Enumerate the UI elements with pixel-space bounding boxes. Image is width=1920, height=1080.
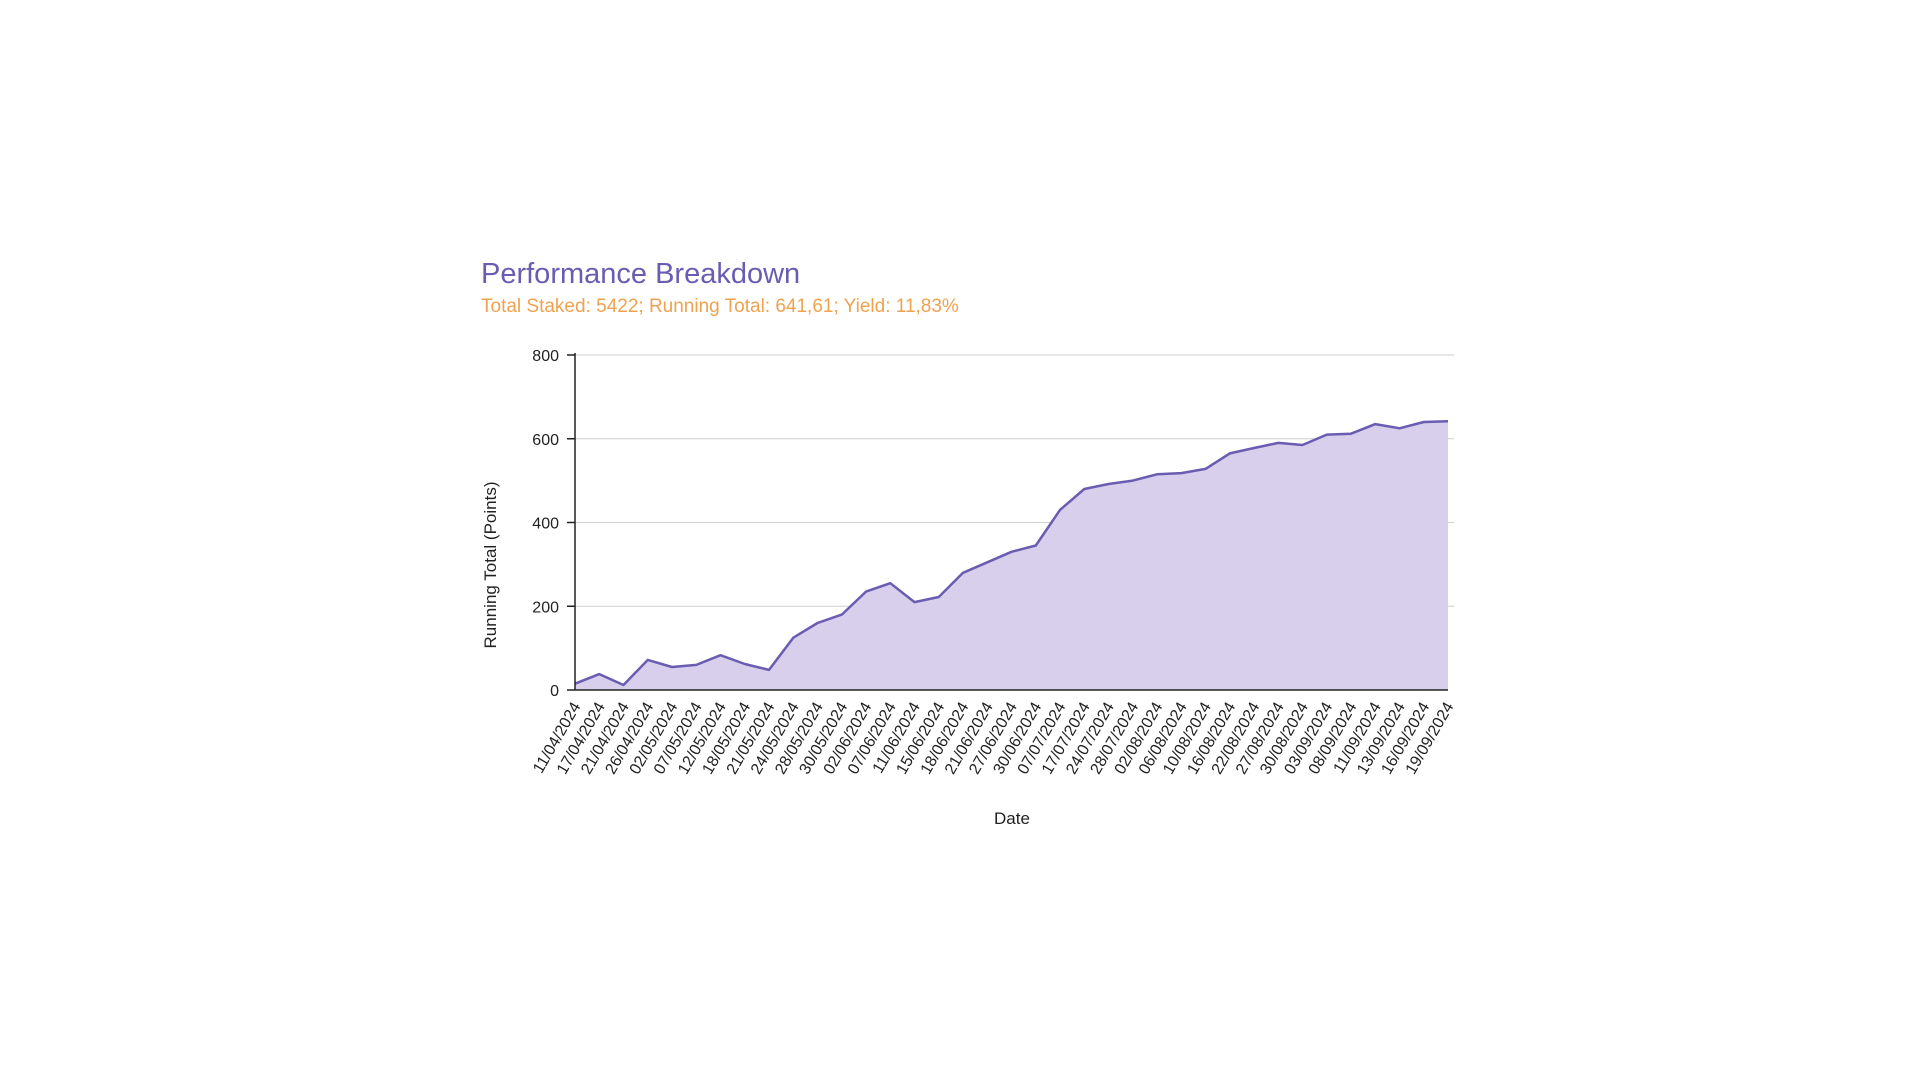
- y-tick-label: 600: [532, 432, 559, 449]
- chart-subtitle: Total Staked: 5422; Running Total: 641,6…: [481, 296, 959, 317]
- y-tick-label: 800: [532, 348, 559, 365]
- y-axis-ticks: 0 200 400 600 800: [532, 348, 575, 700]
- chart-title: Performance Breakdown: [481, 258, 800, 290]
- y-axis-title: Running Total (Points): [481, 482, 500, 649]
- series-area: [575, 421, 1448, 690]
- series-line: [574, 420, 1449, 687]
- y-tick-label: 400: [532, 516, 559, 533]
- y-tick-label: 200: [532, 599, 559, 616]
- x-axis-title: Date: [994, 809, 1030, 828]
- axes: [574, 353, 1448, 691]
- plot-area: [574, 420, 1449, 690]
- x-axis-ticks: 11/04/202417/04/202421/04/202426/04/2024…: [530, 699, 1457, 777]
- y-tick-label: 0: [550, 683, 559, 700]
